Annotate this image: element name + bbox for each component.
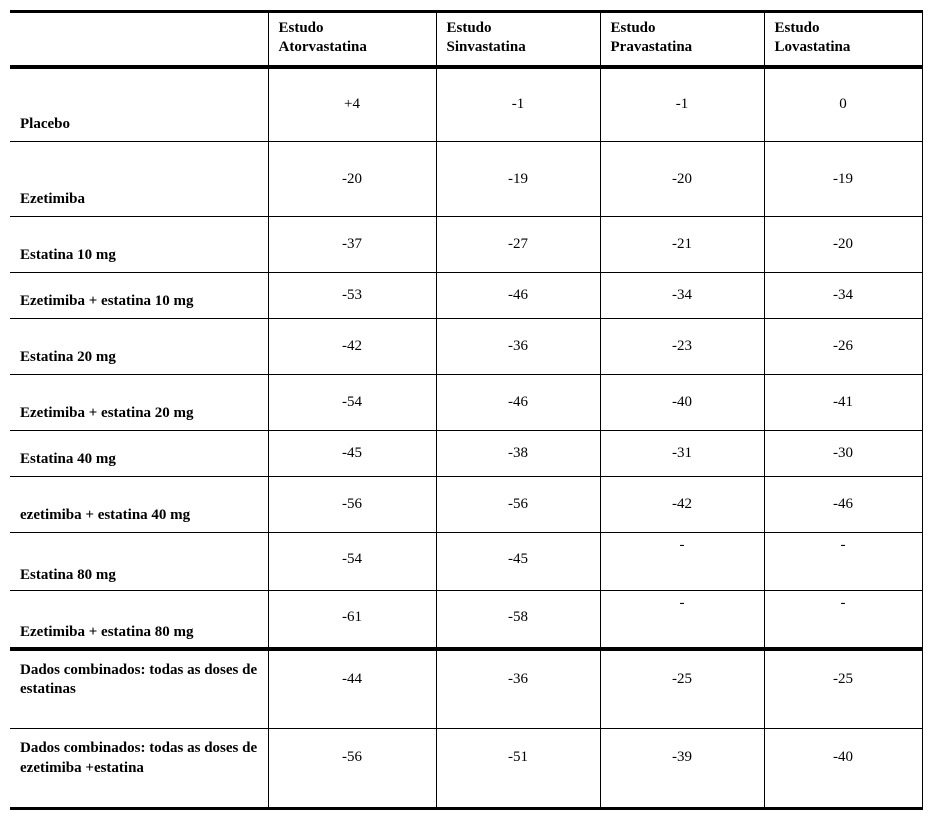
cell-value: -36	[436, 319, 600, 375]
row-label: ezetimiba + estatina 40 mg	[10, 477, 268, 533]
row-label: Ezetimiba + estatina 80 mg	[10, 591, 268, 649]
cell-value: -1	[436, 67, 600, 142]
cell-value: -20	[600, 142, 764, 217]
table-row: Estatina 80 mg-54-45--	[10, 533, 922, 591]
row-label: Dados combinados: todas as doses de ezet…	[10, 729, 268, 809]
cell-value: -46	[764, 477, 922, 533]
cell-value: -19	[436, 142, 600, 217]
cell-value: +4	[268, 67, 436, 142]
cell-value: -1	[600, 67, 764, 142]
cell-value: -34	[600, 273, 764, 319]
cell-value: -40	[764, 729, 922, 809]
table-row: Dados combinados: todas as doses de ezet…	[10, 729, 922, 809]
cell-value: -40	[600, 375, 764, 431]
table-row: Ezetimiba-20-19-20-19	[10, 142, 922, 217]
row-label: Ezetimiba + estatina 20 mg	[10, 375, 268, 431]
row-label: Estatina 80 mg	[10, 533, 268, 591]
cell-value: -54	[268, 533, 436, 591]
cell-value: -36	[436, 649, 600, 729]
col-header-blank	[10, 12, 268, 67]
cell-value: -45	[268, 431, 436, 477]
cell-value: -20	[764, 217, 922, 273]
cell-value: -20	[268, 142, 436, 217]
cell-value: -27	[436, 217, 600, 273]
cell-value: -58	[436, 591, 600, 649]
col-header-atorvastatina: EstudoAtorvastatina	[268, 12, 436, 67]
cell-value: -21	[600, 217, 764, 273]
cell-value: -30	[764, 431, 922, 477]
table-row: ezetimiba + estatina 40 mg-56-56-42-46	[10, 477, 922, 533]
cell-value: -51	[436, 729, 600, 809]
table-row: Estatina 40 mg-45-38-31-30	[10, 431, 922, 477]
cell-value: -	[764, 533, 922, 591]
table-row: Placebo+4-1-10	[10, 67, 922, 142]
cell-value: -23	[600, 319, 764, 375]
row-label: Dados combinados: todas as doses de esta…	[10, 649, 268, 729]
row-label: Placebo	[10, 67, 268, 142]
cell-value: -25	[764, 649, 922, 729]
statin-study-table: EstudoAtorvastatina EstudoSinvastatina E…	[10, 10, 923, 810]
cell-value: -19	[764, 142, 922, 217]
cell-value: -61	[268, 591, 436, 649]
cell-value: -38	[436, 431, 600, 477]
cell-value: -54	[268, 375, 436, 431]
cell-value: -44	[268, 649, 436, 729]
cell-value: -56	[268, 729, 436, 809]
cell-value: -56	[268, 477, 436, 533]
cell-value: -56	[436, 477, 600, 533]
table-row: Estatina 10 mg-37-27-21-20	[10, 217, 922, 273]
cell-value: -	[600, 591, 764, 649]
table-row: Estatina 20 mg-42-36-23-26	[10, 319, 922, 375]
col-header-sinvastatina: EstudoSinvastatina	[436, 12, 600, 67]
cell-value: 0	[764, 67, 922, 142]
row-label: Estatina 10 mg	[10, 217, 268, 273]
cell-value: -39	[600, 729, 764, 809]
row-label: Ezetimiba + estatina 10 mg	[10, 273, 268, 319]
cell-value: -25	[600, 649, 764, 729]
table-row: Ezetimiba + estatina 20 mg-54-46-40-41	[10, 375, 922, 431]
cell-value: -37	[268, 217, 436, 273]
cell-value: -41	[764, 375, 922, 431]
cell-value: -34	[764, 273, 922, 319]
row-label: Ezetimiba	[10, 142, 268, 217]
table-header-row: EstudoAtorvastatina EstudoSinvastatina E…	[10, 12, 922, 67]
cell-value: -45	[436, 533, 600, 591]
cell-value: -46	[436, 375, 600, 431]
table-row: Dados combinados: todas as doses de esta…	[10, 649, 922, 729]
table-row: Ezetimiba + estatina 10 mg-53-46-34-34	[10, 273, 922, 319]
cell-value: -26	[764, 319, 922, 375]
cell-value: -	[600, 533, 764, 591]
cell-value: -46	[436, 273, 600, 319]
cell-value: -31	[600, 431, 764, 477]
row-label: Estatina 20 mg	[10, 319, 268, 375]
table-row: Ezetimiba + estatina 80 mg-61-58--	[10, 591, 922, 649]
col-header-lovastatina: EstudoLovastatina	[764, 12, 922, 67]
cell-value: -42	[600, 477, 764, 533]
cell-value: -42	[268, 319, 436, 375]
cell-value: -53	[268, 273, 436, 319]
row-label: Estatina 40 mg	[10, 431, 268, 477]
cell-value: -	[764, 591, 922, 649]
col-header-pravastatina: EstudoPravastatina	[600, 12, 764, 67]
